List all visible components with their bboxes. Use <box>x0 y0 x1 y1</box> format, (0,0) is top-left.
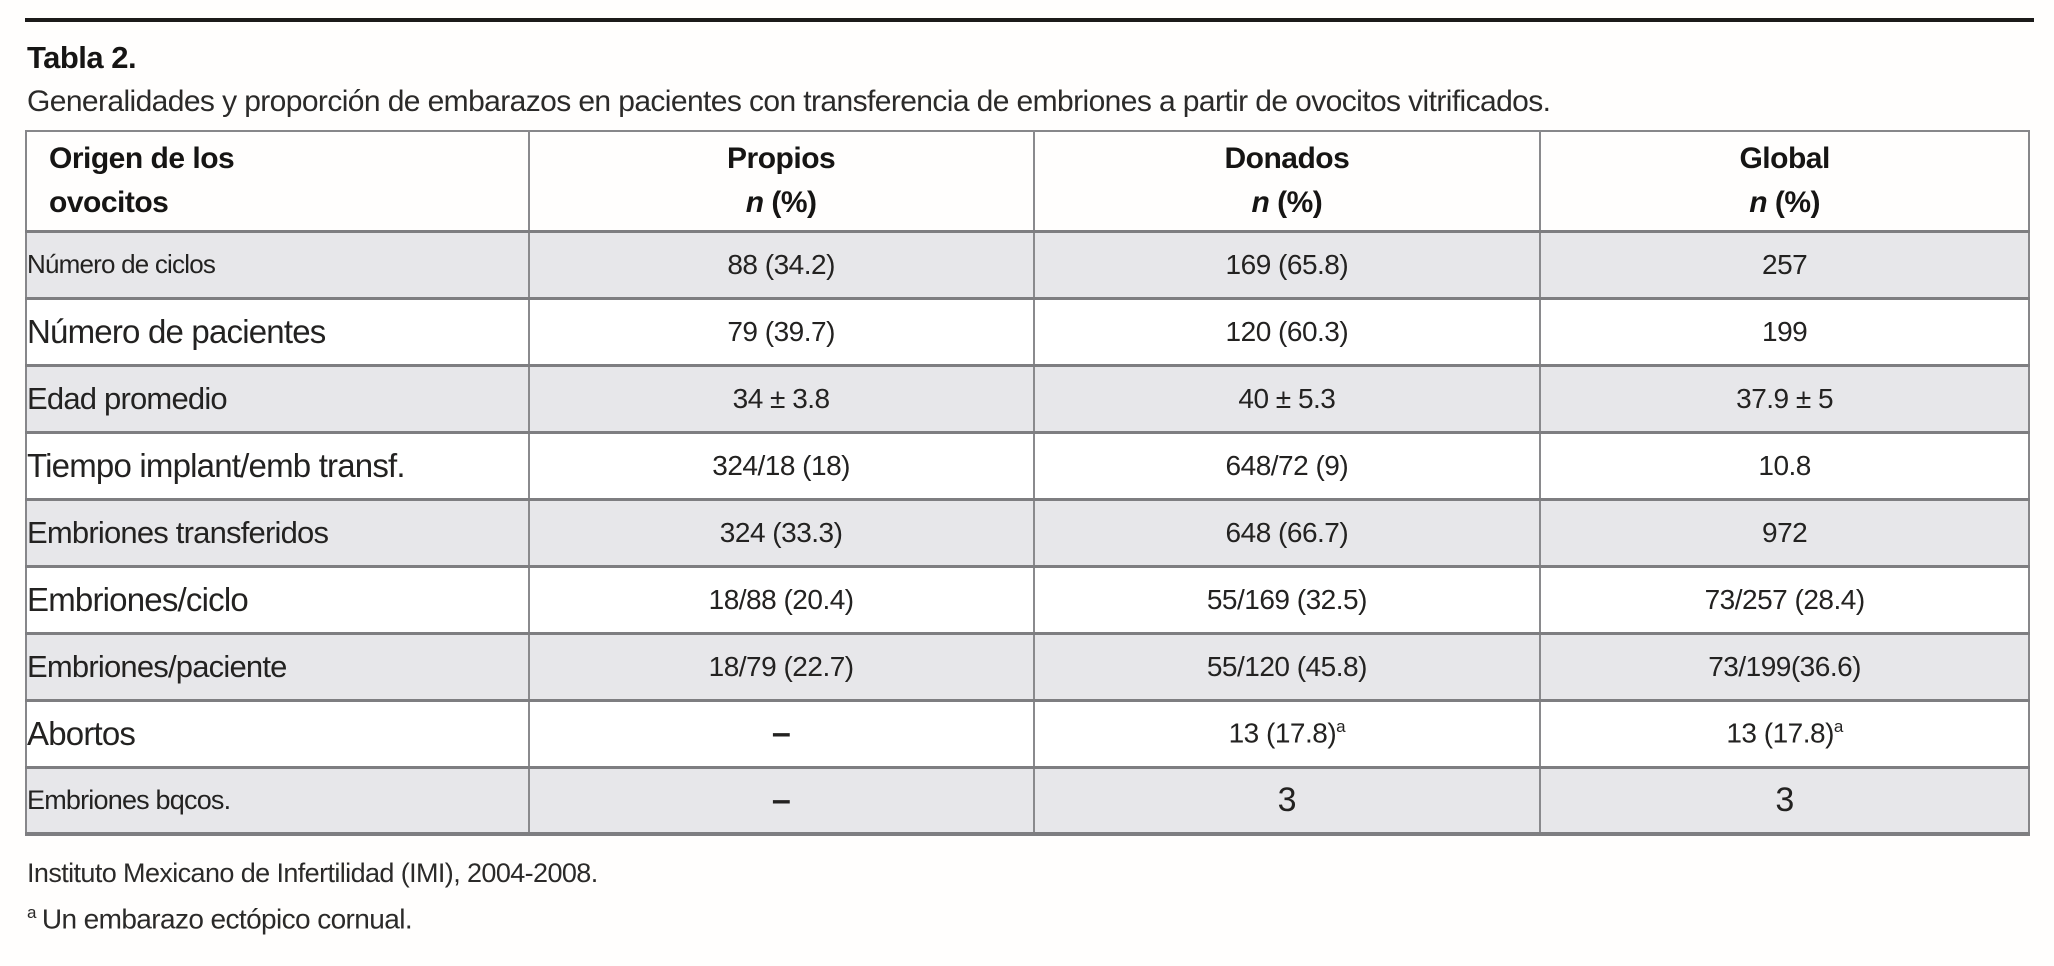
cell-global: 3 <box>1539 765 2029 834</box>
row-label: Tiempo implant/emb transf. <box>26 430 529 499</box>
table-row: Número de pacientes 79 (39.7) 120 (60.3) 19… <box>26 296 2029 365</box>
table-row: Embriones transferidos 324 (33.3) 648 (66.… <box>26 497 2029 566</box>
cell-donados: 120 (60.3) <box>1032 296 1541 365</box>
cell-global: 199 <box>1539 296 2029 365</box>
column-header: Propios n (%) <box>527 131 1034 231</box>
row-label: Abortos <box>26 698 529 767</box>
cell-propios: 18/88 (20.4) <box>527 564 1034 633</box>
table-number-label: Tabla 2. <box>27 40 137 75</box>
footnote-a-marker: a <box>27 903 36 922</box>
cell-donados: 13 (17.8)a <box>1032 698 1541 767</box>
column-header: Origen de los ovocitos <box>49 141 235 219</box>
cell-propios: 324/18 (18) <box>527 430 1034 499</box>
cell-donados: 648 (66.7) <box>1032 497 1541 566</box>
footnote-marker: a <box>1336 717 1346 737</box>
table-row: Número de ciclos 88 (34.2) 169 (65.8) 257 <box>26 229 2029 298</box>
table-row: Abortos –13 (17.8)a 13 (17.8)a <box>26 698 2029 767</box>
cell-global: 10.8 <box>1539 430 2029 499</box>
table-row: Embriones bqcos. –3 3 <box>26 765 2029 834</box>
row-label: Edad promedio <box>26 363 529 432</box>
table-row: Tiempo implant/emb transf. 324/18 (18) 648… <box>26 430 2029 499</box>
cell-global: 73/199(36.6) <box>1539 631 2029 700</box>
data-table: Origen de los ovocitos Propios n (%) Donados… <box>25 130 2030 836</box>
cell-donados: 55/120 (45.8) <box>1032 631 1541 700</box>
table-row: Embriones/ciclo 18/88 (20.4) 55/169 (32.5)… <box>26 564 2029 633</box>
table-header-row: Origen de los ovocitos Propios n (%) Donados… <box>26 131 2029 231</box>
cell-propios: 34 ± 3.8 <box>527 363 1034 432</box>
cell-propios: 79 (39.7) <box>527 296 1034 365</box>
table-row: Edad promedio 34 ± 3.8 40 ± 5.3 37.9 ± 5 <box>26 363 2029 432</box>
footnote-marker: a <box>1833 717 1843 737</box>
top-rule <box>25 18 2034 22</box>
n-symbol: n <box>745 185 764 219</box>
cell-donados: 648/72 (9) <box>1032 430 1541 499</box>
cell-propios: 88 (34.2) <box>527 229 1034 298</box>
footnote-a: a Un embarazo ectópico cornual. <box>27 903 413 935</box>
footnote-a-text: Un embarazo ectópico cornual. <box>41 903 413 935</box>
cell-global: 972 <box>1539 497 2029 566</box>
column-header: Global n (%) <box>1539 131 2029 231</box>
n-symbol: n <box>1749 185 1768 219</box>
table-row: Embriones/paciente 18/79 (22.7) 55/120 (45… <box>26 631 2029 700</box>
cell-global: 37.9 ± 5 <box>1539 363 2029 432</box>
row-label: Embriones transferidos <box>26 497 529 566</box>
table-caption: Generalidades y proporción de embarazos … <box>27 85 1551 118</box>
cell-donados: 55/169 (32.5) <box>1032 564 1541 633</box>
cell-propios: – <box>527 698 1034 767</box>
cell-donados: 40 ± 5.3 <box>1032 363 1541 432</box>
source-note: Instituto Mexicano de Infertilidad (IMI)… <box>27 858 598 888</box>
cell-donados: 169 (65.8) <box>1032 229 1541 298</box>
n-symbol: n <box>1251 185 1270 219</box>
row-label: Embriones/paciente <box>26 631 529 700</box>
cell-donados: 3 <box>1032 765 1541 834</box>
cell-global: 13 (17.8)a <box>1539 698 2029 767</box>
cell-global: 73/257 (28.4) <box>1539 564 2029 633</box>
column-header: Donados n (%) <box>1032 131 1541 231</box>
row-label: Número de ciclos <box>26 229 529 298</box>
cell-propios: – <box>527 765 1034 834</box>
row-label: Embriones bqcos. <box>26 765 529 834</box>
cell-global: 257 <box>1539 229 2029 298</box>
cell-propios: 324 (33.3) <box>527 497 1034 566</box>
row-label: Embriones/ciclo <box>26 564 529 633</box>
cell-propios: 18/79 (22.7) <box>527 631 1034 700</box>
row-label: Número de pacientes <box>26 296 529 365</box>
